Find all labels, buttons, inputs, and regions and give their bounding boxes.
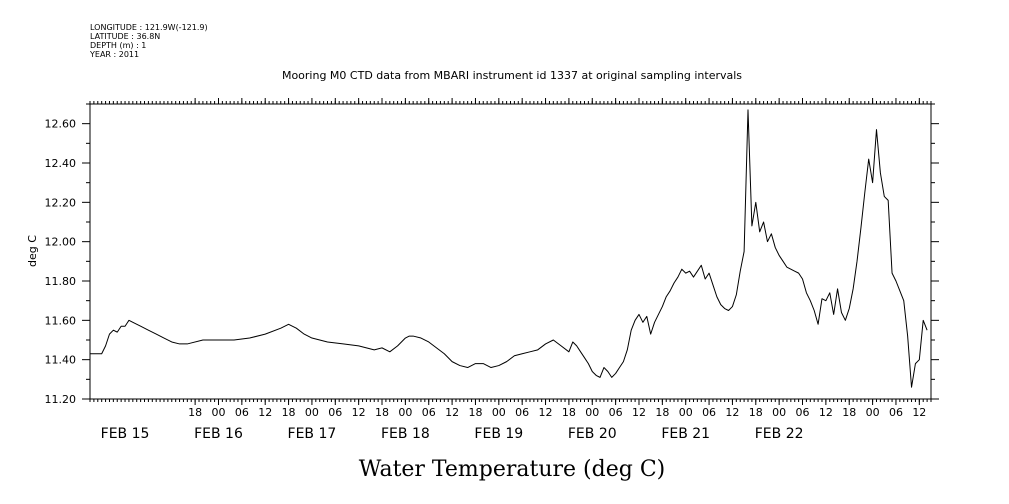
x-hour-tick-label: 00 (585, 406, 599, 419)
x-hour-tick-label: 12 (258, 406, 272, 419)
x-hour-tick-label: 06 (609, 406, 623, 419)
x-day-label: FEB 22 (755, 426, 804, 442)
y-tick-label: 12.60 (45, 118, 77, 131)
y-tick-label: 11.60 (45, 314, 77, 327)
x-hour-tick-label: 18 (188, 406, 202, 419)
x-hour-tick-label: 06 (422, 406, 436, 419)
y-tick-label: 11.40 (45, 354, 77, 367)
x-hour-tick-label: 06 (235, 406, 249, 419)
x-hour-tick-label: 18 (562, 406, 576, 419)
year-text: YEAR : 2011 (89, 50, 139, 59)
x-hour-tick-label: 18 (282, 406, 296, 419)
x-hour-tick-label: 06 (889, 406, 903, 419)
x-hour-tick-label: 00 (398, 406, 412, 419)
x-axis-title: Water Temperature (deg C) (359, 457, 666, 482)
x-hour-tick-label: 18 (749, 406, 763, 419)
line-layer (90, 109, 928, 388)
x-hour-tick-label: 18 (375, 406, 389, 419)
x-hour-tick-label: 12 (445, 406, 459, 419)
latitude-text: LATITUDE : 36.8N (90, 32, 160, 41)
x-hour-tick-label: 06 (702, 406, 716, 419)
x-hour-tick-label: 12 (539, 406, 553, 419)
x-hour-tick-label: 18 (655, 406, 669, 419)
x-day-label: FEB 17 (288, 426, 337, 442)
x-hour-tick-label: 12 (632, 406, 646, 419)
plot-frame (89, 103, 932, 400)
x-hour-tick-label: 00 (679, 406, 693, 419)
x-minor-ticks (89, 101, 932, 402)
x-day-label: FEB 16 (194, 426, 243, 442)
x-hour-tick-label: 06 (796, 406, 810, 419)
x-hour-tick-label: 18 (842, 406, 856, 419)
x-day-label: FEB 15 (101, 426, 150, 442)
longitude-text: LONGITUDE : 121.9W(-121.9) (90, 23, 208, 32)
depth-text: DEPTH (m) : 1 (90, 41, 146, 50)
x-hour-tick-label: 12 (352, 406, 366, 419)
x-hour-tick-label: 12 (725, 406, 739, 419)
x-hour-tick-label: 00 (866, 406, 880, 419)
series-line (90, 109, 928, 388)
x-day-label: FEB 19 (474, 426, 523, 442)
y-axis-label: deg C (26, 235, 39, 267)
x-hour-tick-label: 06 (328, 406, 342, 419)
x-hour-tick-label: 12 (912, 406, 926, 419)
x-hour-tick-label: 00 (305, 406, 319, 419)
x-day-label: FEB 18 (381, 426, 430, 442)
x-hour-tick-label: 00 (492, 406, 506, 419)
y-tick-label: 12.00 (45, 236, 77, 249)
y-tick-label: 12.20 (45, 196, 77, 209)
x-hour-tick-label: 00 (211, 406, 225, 419)
x-hour-tick-label: 06 (515, 406, 529, 419)
x-hour-tick-label: 00 (772, 406, 786, 419)
x-major-ticks: 18 00 06 12 18 00 06 12 18 00 06 12 18 00 06 12 18 00 06 12… (101, 98, 926, 442)
minor-tick-marks (89, 101, 932, 402)
chart-title: Mooring M0 CTD data from MBARI instrumen… (282, 69, 742, 82)
y-tick-label: 11.20 (45, 393, 77, 406)
x-hour-tick-label: 12 (819, 406, 833, 419)
y-tick-label: 11.80 (45, 275, 77, 288)
x-day-label: FEB 21 (661, 426, 710, 442)
x-hour-tick-label: 18 (468, 406, 482, 419)
y-axis-ticks: 11.20 11.40 11.60 11.80 12.00 12.20 12.40 12.60 (45, 103, 939, 406)
x-day-label: FEB 20 (568, 426, 617, 442)
y-tick-label: 12.40 (45, 157, 77, 170)
